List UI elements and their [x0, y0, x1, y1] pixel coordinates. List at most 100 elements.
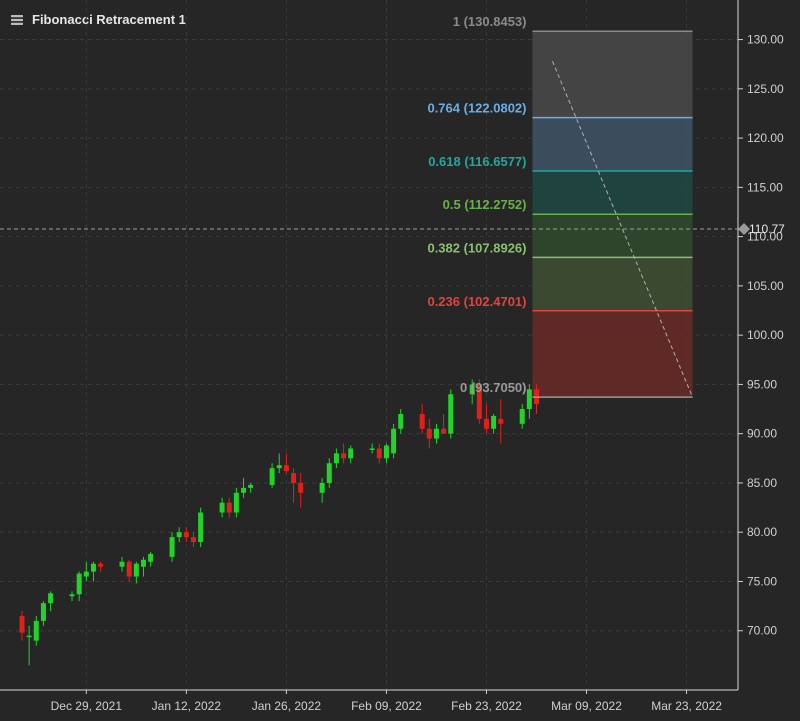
candle-body	[369, 448, 375, 450]
layers-icon[interactable]	[10, 14, 24, 26]
candle[interactable]	[226, 497, 232, 518]
candle[interactable]	[483, 404, 489, 434]
candle[interactable]	[419, 404, 425, 434]
candle-body	[448, 394, 454, 434]
candle[interactable]	[198, 507, 204, 547]
fib-zone	[532, 214, 693, 258]
candle[interactable]	[526, 384, 532, 419]
candle[interactable]	[98, 561, 104, 572]
candle[interactable]	[291, 468, 297, 503]
candle[interactable]	[498, 399, 504, 444]
y-tick-label: 130.00	[747, 33, 784, 47]
candle-body	[226, 502, 232, 513]
fib-level-label: 0.618 (116.6577)	[428, 154, 526, 169]
y-tick-label: 100.00	[747, 328, 784, 342]
candle[interactable]	[376, 443, 382, 464]
fib-level-label: 0.382 (107.8926)	[427, 240, 526, 255]
candle[interactable]	[319, 478, 325, 503]
candle[interactable]	[276, 453, 282, 474]
candle[interactable]	[169, 532, 175, 562]
x-tick-label: Dec 29, 2021	[51, 699, 123, 713]
candle[interactable]	[391, 423, 397, 459]
x-tick-label: Feb 23, 2022	[451, 699, 522, 713]
candle[interactable]	[40, 601, 46, 626]
candle-body	[148, 553, 154, 562]
candle[interactable]	[248, 482, 254, 493]
current-price-label: 110.77	[749, 222, 785, 236]
candle-body	[383, 445, 389, 459]
candle[interactable]	[326, 458, 332, 488]
candle[interactable]	[241, 478, 247, 498]
fib-zone	[532, 117, 693, 172]
candle-body	[333, 453, 339, 464]
candle[interactable]	[69, 591, 75, 602]
candle-body	[19, 615, 25, 633]
candle-body	[298, 482, 304, 493]
y-tick-label: 70.00	[747, 624, 777, 638]
candle[interactable]	[519, 404, 525, 429]
candle[interactable]	[233, 487, 239, 518]
candle[interactable]	[19, 611, 25, 641]
candle[interactable]	[90, 561, 96, 582]
candle-body	[126, 561, 132, 577]
candle[interactable]	[176, 527, 182, 543]
fib-trend-line	[552, 61, 694, 398]
candle[interactable]	[183, 527, 189, 543]
candle[interactable]	[441, 413, 447, 434]
candle[interactable]	[48, 591, 54, 612]
candle[interactable]	[426, 418, 432, 449]
candle[interactable]	[133, 561, 139, 584]
y-tick-label: 105.00	[747, 279, 784, 293]
candle[interactable]	[398, 409, 404, 434]
fib-level-label: 0.764 (122.0802)	[427, 101, 526, 116]
candle[interactable]	[119, 556, 125, 572]
candle-body	[319, 482, 325, 493]
candle-body	[483, 418, 489, 429]
candle-body	[341, 453, 347, 459]
candle-body	[26, 635, 32, 638]
candle[interactable]	[448, 389, 454, 439]
candle-body	[169, 537, 175, 557]
candle[interactable]	[298, 473, 304, 508]
candle-body	[69, 594, 75, 597]
candle-body	[348, 448, 354, 459]
candle[interactable]	[348, 445, 354, 464]
candles	[19, 379, 539, 666]
candle-body	[76, 573, 82, 595]
candle[interactable]	[269, 463, 275, 488]
candle[interactable]	[191, 532, 196, 547]
candle[interactable]	[26, 625, 32, 666]
candle[interactable]	[126, 559, 132, 582]
candle[interactable]	[369, 443, 375, 454]
y-tick-label: 120.00	[747, 131, 784, 145]
candle[interactable]	[140, 556, 146, 577]
candle-body	[526, 389, 532, 410]
candle[interactable]	[433, 423, 439, 444]
candle-body	[391, 428, 397, 454]
candle[interactable]	[491, 413, 497, 434]
candle-body	[419, 413, 425, 429]
candle[interactable]	[476, 379, 482, 424]
candle[interactable]	[76, 571, 82, 602]
candle-body	[198, 512, 204, 543]
candle-body	[441, 428, 447, 434]
y-tick-label: 80.00	[747, 525, 777, 539]
fib-level-label: 0.5 (112.2752)	[443, 197, 527, 212]
x-tick-label: Jan 26, 2022	[252, 699, 322, 713]
candle[interactable]	[219, 497, 225, 518]
candle-body	[248, 484, 254, 488]
candle-body	[498, 418, 504, 424]
grid-layer	[0, 0, 738, 690]
candle[interactable]	[383, 443, 389, 464]
candle[interactable]	[283, 453, 289, 474]
candle[interactable]	[333, 448, 339, 469]
candle[interactable]	[469, 379, 475, 405]
candle-body	[519, 409, 525, 424]
candle[interactable]	[341, 443, 347, 464]
x-tick-label: Jan 12, 2022	[152, 699, 222, 713]
candle[interactable]	[33, 615, 39, 646]
candle[interactable]	[83, 561, 89, 582]
candle[interactable]	[148, 551, 154, 567]
